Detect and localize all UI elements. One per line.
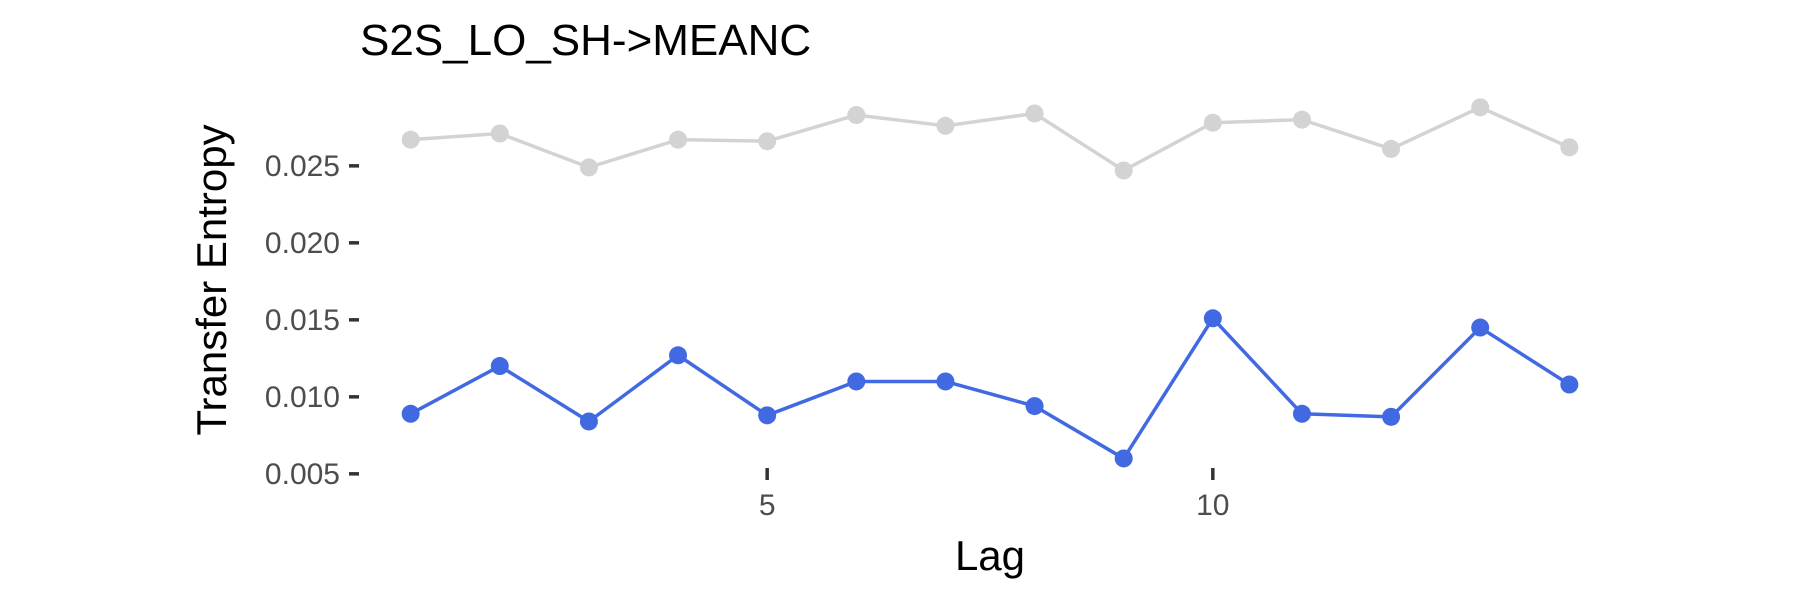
y-axis: 0.005 0.010 0.015 0.020 0.025 bbox=[265, 150, 359, 491]
series-layer bbox=[401, 98, 1579, 468]
data-point bbox=[1025, 104, 1044, 123]
x-axis-title: Lag bbox=[955, 532, 1025, 579]
data-point bbox=[1025, 397, 1044, 416]
data-point bbox=[1114, 449, 1133, 468]
series-line bbox=[408, 316, 1572, 461]
data-point bbox=[401, 130, 420, 149]
chart-title: S2S_LO_SH->MEANC bbox=[360, 16, 811, 65]
data-point bbox=[1471, 98, 1490, 117]
data-point bbox=[1203, 113, 1222, 132]
x-tick-label: 5 bbox=[759, 489, 776, 522]
data-point bbox=[1114, 161, 1133, 180]
y-axis-title: Transfer Entropy bbox=[188, 124, 235, 435]
data-point bbox=[758, 132, 777, 151]
data-point bbox=[1382, 139, 1401, 158]
data-point bbox=[579, 412, 598, 431]
x-axis: 5 10 bbox=[759, 468, 1230, 522]
data-point bbox=[579, 158, 598, 177]
series-line bbox=[408, 105, 1572, 173]
data-point bbox=[758, 406, 777, 425]
data-point bbox=[1203, 309, 1222, 328]
data-point bbox=[490, 124, 509, 143]
data-point bbox=[669, 346, 688, 365]
data-point bbox=[490, 357, 509, 376]
data-point bbox=[1292, 110, 1311, 129]
data-point bbox=[847, 372, 866, 391]
data-point bbox=[401, 404, 420, 423]
series-2 bbox=[401, 309, 1579, 468]
data-point bbox=[1382, 407, 1401, 426]
data-point bbox=[1560, 375, 1579, 394]
y-tick-label: 0.005 bbox=[265, 458, 340, 491]
data-point bbox=[936, 116, 955, 135]
series-1 bbox=[401, 98, 1579, 180]
data-point bbox=[847, 106, 866, 125]
x-tick-label: 10 bbox=[1196, 489, 1229, 522]
data-point bbox=[936, 372, 955, 391]
y-tick-label: 0.015 bbox=[265, 304, 340, 337]
data-point bbox=[669, 130, 688, 149]
data-point bbox=[1292, 404, 1311, 423]
y-tick-label: 0.020 bbox=[265, 227, 340, 260]
y-tick-label: 0.025 bbox=[265, 150, 340, 183]
data-point bbox=[1560, 138, 1579, 157]
data-point bbox=[1471, 318, 1490, 337]
y-tick-label: 0.010 bbox=[265, 381, 340, 414]
